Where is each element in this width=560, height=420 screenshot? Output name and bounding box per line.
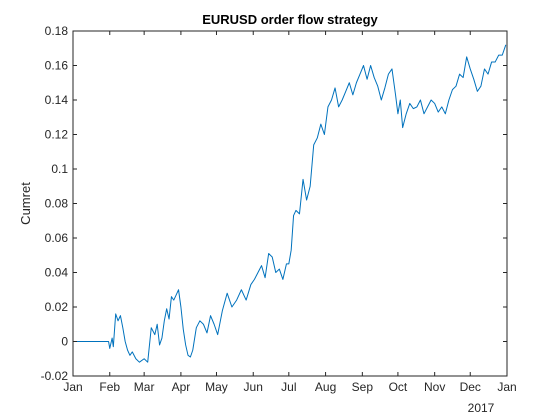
y-tick-label: 0.14 bbox=[45, 93, 69, 107]
x-tick-label: Jul bbox=[281, 380, 296, 394]
x-tick-label: Dec bbox=[460, 380, 481, 394]
series-layer bbox=[73, 44, 507, 363]
y-tick-label: 0.08 bbox=[45, 197, 69, 211]
y-tick-label: 0.12 bbox=[45, 128, 69, 142]
x-axis-year-label: 2017 bbox=[468, 401, 495, 415]
y-tick-label: 0.1 bbox=[51, 162, 68, 176]
y-axis-label: Cumret bbox=[18, 182, 33, 225]
x-tick-label: Apr bbox=[172, 380, 191, 394]
y-tick-label: -0.02 bbox=[41, 369, 69, 383]
x-axis: Jan Feb Mar Apr May Jun Jul Aug Sep Oct Nov Dec Jan bbox=[63, 31, 517, 394]
x-tick-label: Jun bbox=[244, 380, 263, 394]
y-tick-label: 0.04 bbox=[45, 266, 69, 280]
x-tick-label: Nov bbox=[424, 380, 445, 394]
y-tick-label: 0.18 bbox=[45, 24, 69, 38]
x-tick-label: May bbox=[205, 380, 228, 394]
x-tick-label: Mar bbox=[134, 380, 155, 394]
x-tick-label: Feb bbox=[99, 380, 120, 394]
x-tick-label: Oct bbox=[389, 380, 408, 394]
plot-area bbox=[73, 31, 507, 376]
x-tick-label: Sep bbox=[352, 380, 374, 394]
x-tick-label: Jan bbox=[497, 380, 516, 394]
x-tick-label: Jan bbox=[63, 380, 82, 394]
series-line-0 bbox=[73, 44, 507, 363]
y-tick-label: 0.06 bbox=[45, 231, 69, 245]
y-tick-label: 0.02 bbox=[45, 300, 69, 314]
x-tick-label: Aug bbox=[315, 380, 336, 394]
y-tick-label: 0 bbox=[61, 335, 68, 349]
y-tick-label: 0.16 bbox=[45, 59, 69, 73]
y-axis: -0.02 0 0.02 0.04 0.06 0.08 0.1 0.12 0.14 0.16 0.1… bbox=[41, 24, 507, 383]
chart-title: EURUSD order flow strategy bbox=[202, 12, 378, 27]
